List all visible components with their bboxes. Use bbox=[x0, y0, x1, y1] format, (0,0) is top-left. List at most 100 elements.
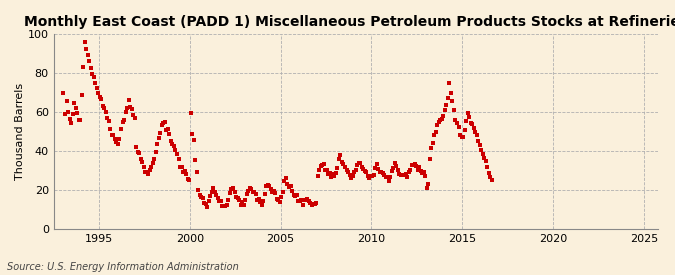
Point bbox=[406, 163, 417, 167]
Point bbox=[455, 133, 466, 137]
Point bbox=[88, 74, 99, 79]
Point bbox=[144, 168, 155, 172]
Point bbox=[287, 189, 298, 193]
Point bbox=[101, 109, 111, 114]
Point bbox=[188, 138, 199, 142]
Point bbox=[429, 133, 439, 138]
Point bbox=[275, 200, 286, 205]
Point bbox=[226, 187, 237, 192]
Point bbox=[481, 159, 491, 163]
Point bbox=[199, 201, 210, 205]
Point bbox=[138, 164, 149, 169]
Point bbox=[464, 114, 475, 119]
Point bbox=[420, 174, 431, 178]
Point bbox=[215, 199, 226, 204]
Point bbox=[97, 103, 108, 108]
Point bbox=[479, 156, 489, 160]
Point bbox=[143, 172, 154, 176]
Point bbox=[196, 194, 207, 199]
Point bbox=[458, 135, 468, 140]
Point bbox=[468, 126, 479, 130]
Point bbox=[217, 204, 227, 209]
Point bbox=[200, 202, 211, 206]
Point bbox=[423, 182, 433, 186]
Point bbox=[306, 203, 317, 208]
Point bbox=[190, 158, 200, 162]
Point bbox=[431, 130, 441, 134]
Point bbox=[114, 137, 125, 141]
Point bbox=[240, 198, 250, 202]
Point bbox=[281, 176, 292, 180]
Point bbox=[418, 169, 429, 174]
Point bbox=[76, 93, 87, 97]
Point bbox=[282, 182, 293, 186]
Point bbox=[84, 59, 95, 64]
Point bbox=[175, 164, 186, 169]
Point bbox=[350, 167, 361, 172]
Point bbox=[164, 132, 175, 136]
Point bbox=[123, 98, 134, 103]
Point bbox=[393, 168, 404, 172]
Point bbox=[447, 99, 458, 104]
Point bbox=[446, 90, 456, 95]
Point bbox=[477, 152, 488, 156]
Point bbox=[476, 147, 487, 152]
Point bbox=[247, 190, 258, 194]
Point bbox=[400, 172, 411, 176]
Point bbox=[344, 173, 355, 178]
Point bbox=[161, 127, 172, 132]
Point bbox=[277, 190, 288, 194]
Point bbox=[410, 164, 421, 169]
Point bbox=[284, 185, 294, 189]
Point bbox=[69, 100, 80, 105]
Point bbox=[134, 150, 144, 155]
Point bbox=[333, 156, 344, 161]
Point bbox=[426, 145, 437, 150]
Point bbox=[61, 99, 72, 103]
Point bbox=[163, 127, 173, 131]
Point bbox=[246, 187, 256, 191]
Point bbox=[111, 139, 122, 144]
Point bbox=[125, 105, 136, 109]
Point bbox=[466, 122, 477, 127]
Point bbox=[409, 162, 420, 166]
Point bbox=[167, 141, 178, 146]
Point bbox=[433, 119, 444, 124]
Point bbox=[120, 110, 131, 114]
Point bbox=[258, 199, 269, 204]
Point bbox=[453, 125, 464, 130]
Point bbox=[58, 91, 69, 95]
Point bbox=[387, 169, 398, 173]
Point bbox=[331, 171, 342, 175]
Point bbox=[397, 173, 408, 178]
Point bbox=[349, 170, 360, 175]
Point bbox=[450, 118, 461, 122]
Point bbox=[263, 183, 273, 187]
Point bbox=[437, 117, 448, 121]
Point bbox=[213, 196, 223, 201]
Point bbox=[364, 175, 375, 180]
Point bbox=[115, 126, 126, 131]
Point bbox=[323, 172, 333, 176]
Point bbox=[250, 192, 261, 196]
Point bbox=[140, 170, 151, 174]
Point bbox=[359, 169, 370, 173]
Point bbox=[119, 117, 130, 122]
Point bbox=[288, 193, 299, 197]
Point bbox=[107, 133, 117, 138]
Point bbox=[487, 178, 497, 182]
Point bbox=[465, 120, 476, 125]
Point bbox=[285, 184, 296, 188]
Point bbox=[131, 145, 142, 149]
Point bbox=[353, 161, 364, 166]
Point bbox=[327, 172, 338, 176]
Point bbox=[315, 163, 326, 168]
Point bbox=[376, 170, 387, 174]
Point bbox=[93, 91, 104, 95]
Point bbox=[211, 193, 222, 197]
Point bbox=[75, 117, 86, 122]
Point bbox=[231, 195, 242, 199]
Point bbox=[435, 118, 446, 122]
Point bbox=[209, 190, 220, 194]
Point bbox=[147, 161, 158, 166]
